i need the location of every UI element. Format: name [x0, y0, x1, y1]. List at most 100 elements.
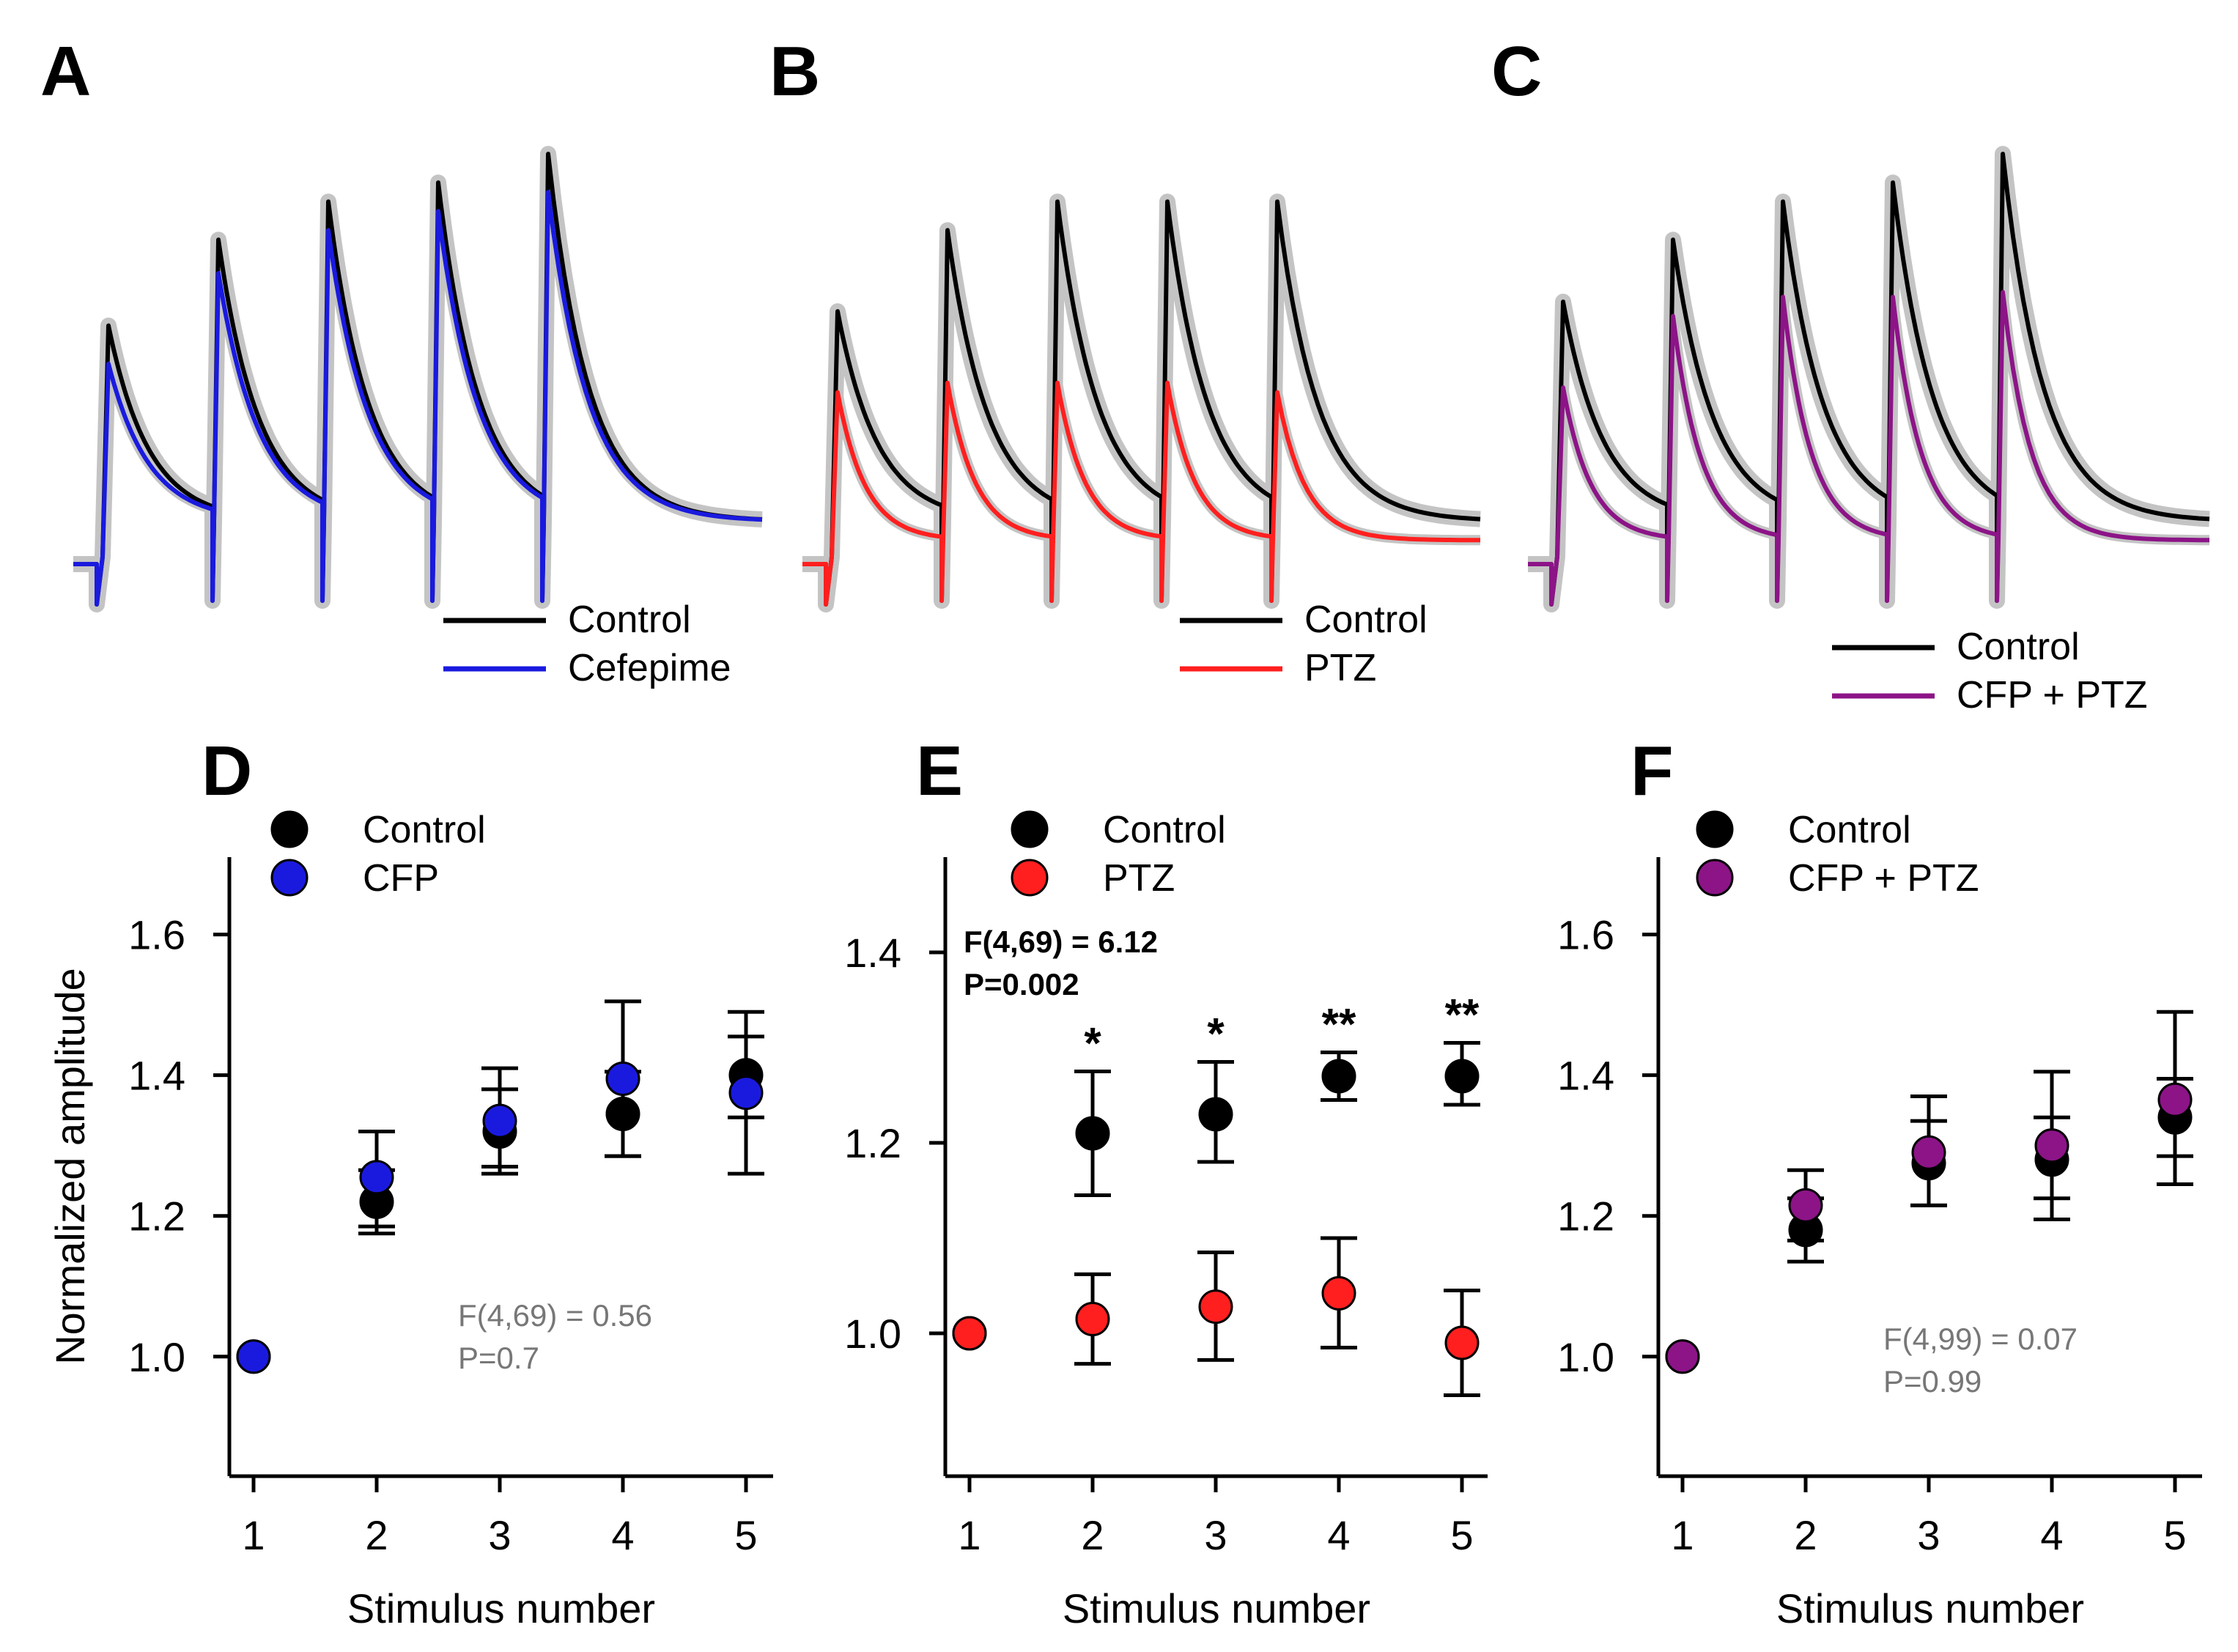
- significance-marker: **: [1322, 1000, 1356, 1049]
- legend-label: Control: [363, 809, 486, 851]
- y-tick-label: 1.4: [1557, 1053, 1614, 1099]
- legend-label: Cefepime: [568, 647, 731, 689]
- x-tick-label: 2: [1794, 1512, 1817, 1558]
- panel-label-e: E: [916, 732, 963, 810]
- x-tick-label: 2: [365, 1512, 388, 1558]
- panel-d: D 1.0 1.2 1.4 1.6 1 2 3 4 5 Stimulus number Normali…: [47, 732, 773, 1631]
- data-point: [1198, 1289, 1233, 1325]
- c-drug-trace: [1528, 289, 2209, 607]
- panel-label-a: A: [40, 32, 91, 111]
- y-tick-label: 1.2: [844, 1120, 901, 1166]
- legend-label: CFP + PTZ: [1788, 857, 1979, 900]
- y-tick-label: 1.6: [1557, 912, 1614, 958]
- y-tick-label: 1.0: [844, 1311, 901, 1357]
- x-axis-title: Stimulus number: [347, 1585, 655, 1631]
- legend-label: CFP: [363, 857, 439, 900]
- panel-c: C Control CFP + PTZ: [1491, 32, 2212, 716]
- x-tick-label: 4: [2040, 1512, 2063, 1558]
- data-point: [236, 1339, 271, 1374]
- significance-marker: **: [1445, 990, 1480, 1040]
- control-trace: [1528, 152, 2210, 607]
- significance-marker: *: [1207, 1010, 1225, 1059]
- legend-label: PTZ: [1304, 647, 1376, 689]
- a-drug-trace: [73, 190, 763, 607]
- data-point: [605, 1096, 640, 1131]
- control-trace: [802, 199, 1481, 607]
- legend-marker: [1696, 810, 1734, 848]
- x-tick-label: 3: [488, 1512, 511, 1558]
- legend-label: CFP + PTZ: [1957, 674, 2148, 716]
- x-tick-label: 5: [2163, 1512, 2186, 1558]
- x-axis-title: Stimulus number: [1776, 1585, 2084, 1631]
- control-sem-shadow: [73, 146, 765, 612]
- legend-label: PTZ: [1103, 857, 1175, 900]
- x-axis-title: Stimulus number: [1063, 1585, 1370, 1631]
- legend-marker: [270, 859, 309, 897]
- legend-d: Control CFP: [270, 809, 486, 900]
- significance-marker: *: [1084, 1019, 1101, 1068]
- y-tick-label: 1.0: [1557, 1334, 1614, 1380]
- stat-text: F(4,69) = 6.12: [964, 925, 1158, 959]
- series-control: [1787, 1076, 2193, 1264]
- legend-marker: [1011, 859, 1049, 897]
- y-tick-label: 1.6: [128, 912, 185, 958]
- stat-text: P=0.99: [1883, 1364, 1982, 1399]
- legend-label: Control: [1788, 809, 1911, 851]
- legend-b: Control PTZ: [1180, 599, 1428, 689]
- legend-label: Control: [568, 599, 691, 641]
- x-tick-label: 3: [1204, 1512, 1227, 1558]
- y-tick-label: 1.2: [128, 1193, 185, 1240]
- legend-label: Control: [1957, 626, 2080, 668]
- data-point: [1198, 1097, 1233, 1132]
- x-tick-label: 5: [1450, 1512, 1473, 1558]
- series-ptz: [1074, 1236, 1480, 1397]
- data-point: [1444, 1059, 1480, 1094]
- legend-marker: [1696, 859, 1734, 897]
- markers-cfp: [236, 1061, 764, 1374]
- drug-sem-shadow: [73, 187, 763, 610]
- legend-label: Control: [1304, 599, 1428, 641]
- legend-c: Control CFP + PTZ: [1832, 626, 2148, 716]
- y-tick-label: 1.4: [844, 930, 901, 976]
- data-point: [1075, 1116, 1110, 1151]
- data-point: [2034, 1128, 2069, 1163]
- data-point: [359, 1160, 394, 1195]
- legend-marker: [270, 810, 309, 848]
- series-cfp: [358, 999, 764, 1229]
- panel-label-d: D: [202, 732, 252, 810]
- x-tick-label: 1: [242, 1512, 265, 1558]
- data-point: [728, 1075, 764, 1111]
- series-control: [358, 1010, 764, 1236]
- x-tick-label: 1: [958, 1512, 980, 1558]
- panel-label-f: F: [1631, 732, 1674, 810]
- data-point: [1665, 1339, 1700, 1374]
- series-control: [1074, 1041, 1480, 1197]
- b-drug-trace: [802, 380, 1480, 607]
- y-tick-label: 1.0: [128, 1334, 185, 1380]
- legend-a: Control Cefepime: [443, 599, 731, 689]
- panel-a: A Control Cefepime: [40, 32, 765, 689]
- stat-text: P=0.7: [458, 1341, 539, 1375]
- control-sem-shadow: [802, 193, 1484, 612]
- panel-label-b: B: [769, 32, 820, 111]
- stat-text: F(4,69) = 0.56: [458, 1298, 652, 1333]
- x-tick-label: 4: [611, 1512, 634, 1558]
- data-point: [1075, 1302, 1110, 1336]
- x-tick-label: 2: [1081, 1512, 1104, 1558]
- legend-e: Control PTZ: [1011, 809, 1226, 900]
- legend-marker: [1011, 810, 1049, 848]
- x-tick-label: 4: [1327, 1512, 1350, 1558]
- data-point: [1788, 1188, 1823, 1223]
- x-tick-label: 5: [734, 1512, 757, 1558]
- data-point: [605, 1061, 640, 1096]
- data-point: [1911, 1135, 1946, 1170]
- series-cfp-ptz: [1787, 1010, 2193, 1242]
- stat-text: P=0.002: [964, 967, 1079, 1001]
- panel-b: B Control PTZ: [769, 32, 1484, 689]
- data-point: [952, 1316, 987, 1351]
- x-tick-label: 3: [1917, 1512, 1940, 1558]
- panel-f: F 1.0 1.2 1.4 1.6 1 2 3 4 5 Stimulus number Control…: [1557, 732, 2202, 1631]
- y-tick-label: 1.4: [128, 1053, 185, 1099]
- legend-label: Control: [1103, 809, 1226, 851]
